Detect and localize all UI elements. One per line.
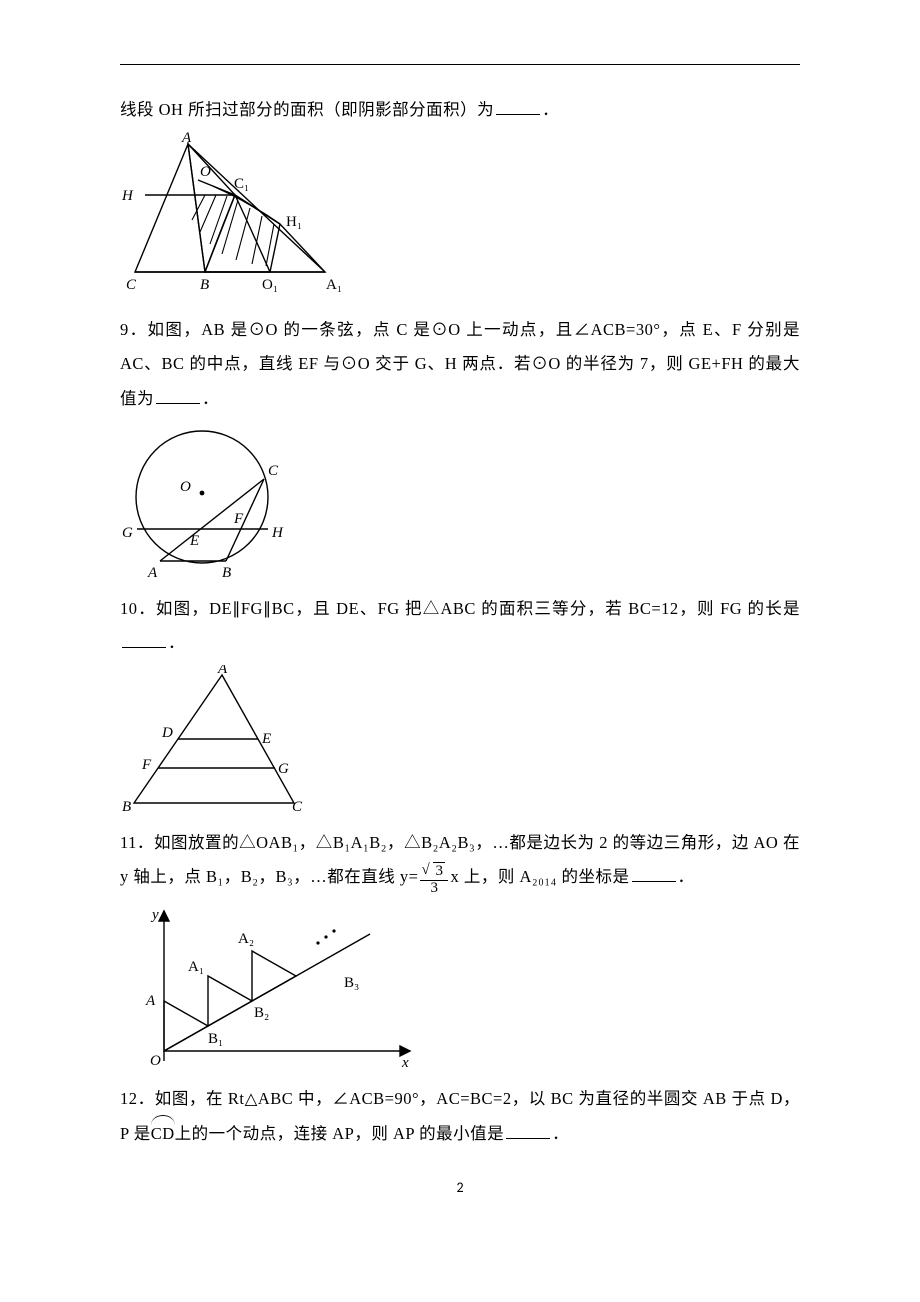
figure-oh: A H O C₁ H₁ C B O₁ A₁ (120, 132, 800, 307)
q10-label-A: A (217, 665, 228, 677)
q10-label-G: G (278, 761, 289, 777)
lead-in-suffix: ． (542, 100, 559, 119)
q12-paragraph: 12．如图，在 Rt△ABC 中，∠ACB=90°，AC=BC=2，以 BC 为… (120, 1082, 800, 1151)
q11-label-B3: B₃ (344, 975, 359, 991)
q10-label-B: B (122, 799, 131, 815)
q9-label-E: E (189, 533, 199, 549)
q9-label-B: B (222, 565, 231, 581)
q11-frac-num: 3 (433, 862, 445, 879)
q10-paragraph: 10．如图，DE∥FG∥BC，且 DE、FG 把△ABC 的面积三等分，若 BC… (120, 592, 800, 661)
figure-q10: A D E F G B C (120, 665, 800, 820)
fraction-icon: 33 (420, 864, 448, 897)
q11-label-x: x (401, 1055, 409, 1071)
figure-q10-svg: A D E F G B C (120, 665, 310, 815)
q9-text-1: ． (202, 389, 219, 408)
figure-q9: O C F H G E A B (120, 421, 800, 586)
q10-label-C: C (292, 799, 303, 815)
top-rule (120, 64, 800, 65)
lead-in-paragraph: 线段 OH 所扫过部分的面积（即阴影部分面积）为 ． (120, 93, 800, 128)
label-C: C (126, 277, 137, 293)
q11-label-A1: A₁ (188, 959, 204, 975)
q9-label-F: F (233, 511, 244, 527)
figure-q11-svg: y x O A A₁ A₂ B₁ B₂ B₃ (120, 901, 420, 1071)
blank-fill-q9 (156, 389, 200, 404)
q9-paragraph: 9．如图，AB 是⊙O 的一条弦，点 C 是⊙O 上一动点，且∠ACB=30°，… (120, 313, 800, 417)
q9-text-0: 9．如图，AB 是⊙O 的一条弦，点 C 是⊙O 上一动点，且∠ACB=30°，… (120, 320, 800, 408)
figure-q9-svg: O C F H G E A B (120, 421, 300, 581)
q9-label-C: C (268, 463, 279, 479)
q9-label-H: H (271, 525, 284, 541)
q10-label-E: E (261, 731, 271, 747)
q11-label-B1: B₁ (208, 1031, 223, 1047)
q12-text-2: ． (552, 1124, 569, 1143)
label-H1: H₁ (286, 214, 302, 230)
blank-fill-q10 (122, 633, 166, 648)
q10-text-0: 10．如图，DE∥FG∥BC，且 DE、FG 把△ABC 的面积三等分，若 BC… (120, 599, 800, 618)
q10-text-1: ． (168, 633, 185, 652)
q12-text-1: 上的一个动点，连接 AP，则 AP 的最小值是 (175, 1124, 504, 1143)
blank-fill-q12 (506, 1124, 550, 1139)
q9-label-G: G (122, 525, 133, 541)
q11-label-O: O (150, 1053, 161, 1069)
q12-arc-label: CD (151, 1124, 175, 1143)
label-O: O (200, 164, 211, 180)
q11-text-1: x 上，则 A₂₀₁₄ 的坐标是 (450, 867, 629, 886)
q11-label-y: y (150, 907, 159, 923)
q10-label-D: D (161, 725, 173, 741)
page-number: 2 (120, 1179, 800, 1196)
blank-fill-q11 (632, 868, 676, 883)
arc-CD-icon: CD (151, 1117, 175, 1152)
q11-paragraph: 11．如图放置的△OAB₁，△B₁A₁B₂，△B₂A₂B₃，…都是边长为 2 的… (120, 826, 800, 897)
q11-label-A2: A₂ (238, 931, 254, 947)
label-B: B (200, 277, 209, 293)
figure-q11: y x O A A₁ A₂ B₁ B₂ B₃ (120, 901, 800, 1076)
q11-label-B2: B₂ (254, 1005, 269, 1021)
label-C1: C₁ (234, 176, 249, 192)
figure-oh-svg: A H O C₁ H₁ C B O₁ A₁ (120, 132, 350, 302)
q11-label-A: A (145, 993, 156, 1009)
blank-fill-lead (496, 100, 540, 115)
label-A: A (181, 132, 192, 146)
label-H: H (121, 188, 134, 204)
q9-label-O: O (180, 479, 191, 495)
q11-text-2: ． (678, 867, 695, 886)
q10-label-F: F (141, 757, 152, 773)
q11-frac-den: 3 (420, 881, 448, 897)
lead-in-text: 线段 OH 所扫过部分的面积（即阴影部分面积）为 (120, 100, 494, 119)
q9-label-A: A (147, 565, 158, 581)
label-A1: A₁ (326, 277, 342, 293)
label-O1: O₁ (262, 277, 278, 293)
